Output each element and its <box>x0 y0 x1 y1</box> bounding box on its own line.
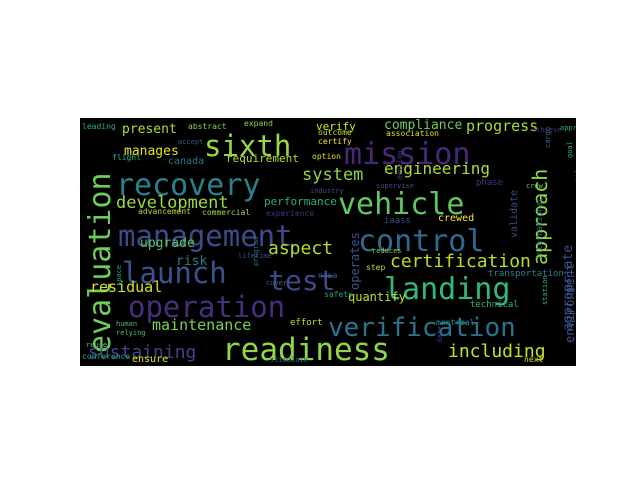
word-commercial: commercial <box>202 208 250 217</box>
word-crewed: crewed <box>438 213 474 224</box>
word-performance: performance <box>264 195 337 208</box>
word-manages: manages <box>124 144 179 159</box>
word-mission: mission <box>344 137 470 172</box>
word-appropriate: appropriate <box>561 245 576 331</box>
word-cloud: readiness vehicle mission management operati… <box>80 118 576 366</box>
word-vehicle: vehicle <box>338 187 464 222</box>
word-association: association <box>386 129 439 138</box>
word-develop: develop <box>396 150 404 180</box>
word-reuse: reuse <box>86 341 107 349</box>
word-landing: landing <box>384 272 510 307</box>
word-recovery: recovery <box>116 168 261 203</box>
word-requirement: requirement <box>226 152 299 165</box>
word-effort: effort <box>290 318 323 328</box>
word-compliance: compliance <box>384 118 462 133</box>
word-environment: environment <box>563 264 576 343</box>
word-certify: certify <box>318 137 352 146</box>
word-industry: industry <box>310 187 344 195</box>
word-sustaining: sustaining <box>88 342 196 363</box>
word-space: space <box>115 265 123 286</box>
word-goal: goal <box>566 141 574 158</box>
word-crew: crew <box>526 182 544 190</box>
word-control: control <box>358 224 484 259</box>
word-stimulate: stimulate <box>270 356 308 364</box>
word-phase: phase <box>476 178 503 188</box>
word-abstract: abstract <box>188 122 227 131</box>
word-upgrade: upgrade <box>140 236 195 251</box>
word-program: program <box>252 236 260 266</box>
word-certification: certification <box>390 251 531 272</box>
word-supervise: supervise <box>376 182 414 190</box>
word-sixth: sixth <box>204 129 291 163</box>
word-maintenance: maintenance <box>152 316 251 334</box>
word-option: option <box>312 152 341 161</box>
word-station: station <box>541 275 549 305</box>
word-next: next <box>524 355 543 364</box>
word-reduces: reduces <box>372 247 402 255</box>
word-step: step <box>366 263 385 272</box>
word-readiness: readiness <box>222 332 390 366</box>
word-lifetime: lifetime <box>238 252 272 260</box>
word-evaluation: evaluation <box>83 172 118 353</box>
word-quantify: quantify <box>348 290 406 304</box>
word-validate: validate <box>509 190 520 238</box>
word-canada: canada <box>168 156 204 167</box>
word-safety: safety <box>324 290 353 299</box>
word-including: including <box>448 341 546 362</box>
word-operates: operates <box>348 232 362 290</box>
word-verification: verification <box>328 313 516 343</box>
word-test: test <box>268 264 335 297</box>
word-present: present <box>122 122 177 137</box>
word-quantify: quantify <box>574 165 576 199</box>
word-aspect: aspect <box>268 238 333 259</box>
word-iaass: iaass <box>384 216 411 226</box>
word-relying: relying <box>116 329 146 337</box>
word-accept: accept <box>178 138 203 146</box>
word-progress: progress <box>466 118 538 135</box>
word-advancement: advancement <box>138 207 191 216</box>
word-ensure: ensure <box>132 354 168 365</box>
word-management: management <box>118 219 293 253</box>
word-outcome: outcome <box>318 128 352 137</box>
word-risk: risk <box>176 254 207 269</box>
word-leading: leading <box>82 122 116 131</box>
word-verify: verify <box>316 120 356 133</box>
word-development: development <box>116 193 229 213</box>
word-expand: expand <box>244 119 273 128</box>
word-system: system <box>302 165 363 185</box>
word-cover: cover <box>266 279 287 287</box>
word-operation: operation <box>128 290 285 324</box>
word-flight: flight <box>112 153 141 162</box>
word-conference: conference <box>82 352 130 361</box>
word-international: international <box>535 197 544 260</box>
word-nasa: nasa <box>318 271 337 280</box>
word-date: date <box>436 326 444 343</box>
word-human: human <box>116 320 137 328</box>
word-approach: approach <box>528 169 552 265</box>
word-launch: launch <box>122 256 227 290</box>
word-achieve: achieve <box>532 126 562 134</box>
word-approach: approach <box>560 124 576 132</box>
word-engineering: engineering <box>384 159 490 178</box>
word-residual: residual <box>90 278 162 296</box>
word-cargo: cargo <box>544 127 552 148</box>
word-transportation: transportation <box>488 269 564 279</box>
word-cloud-svg: readiness vehicle mission management operati… <box>82 118 576 366</box>
word-montreal: montreal <box>436 318 475 327</box>
word-experience: experience <box>266 209 314 218</box>
word-technical: technical <box>470 300 519 310</box>
